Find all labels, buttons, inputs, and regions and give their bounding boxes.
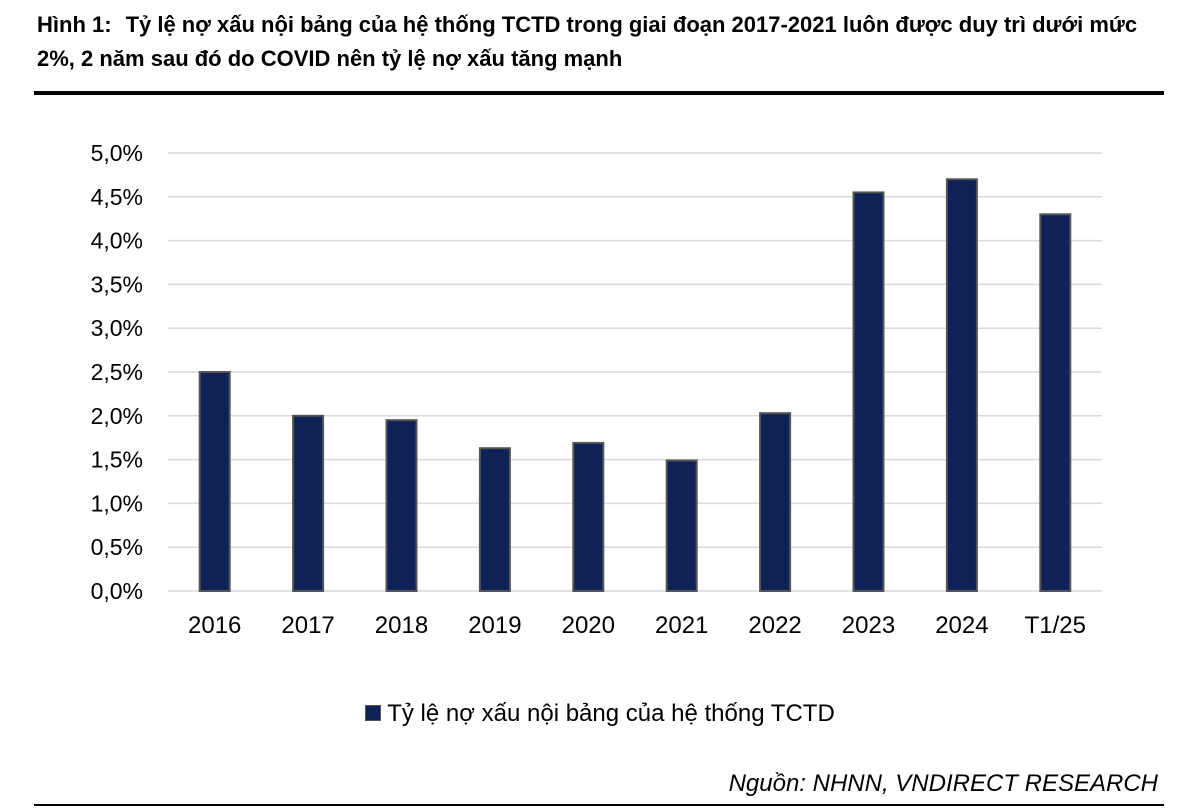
bar bbox=[945, 178, 978, 592]
bar bbox=[292, 414, 325, 592]
bottom-rule bbox=[34, 804, 1164, 806]
bar bbox=[1039, 213, 1072, 592]
y-tick-label: 1,5% bbox=[91, 447, 143, 473]
x-tick-label: T1/25 bbox=[1025, 612, 1086, 639]
bar bbox=[852, 191, 885, 592]
y-tick-label: 4,5% bbox=[91, 184, 143, 210]
y-tick-label: 0,0% bbox=[91, 578, 143, 604]
figure-title: Hình 1: Tỷ lệ nợ xấu nội bảng của hệ thốn… bbox=[37, 8, 1167, 76]
figure-label: Hình 1: bbox=[37, 12, 112, 37]
legend-label: Tỷ lệ nợ xấu nội bảng của hệ thống TCTD bbox=[387, 700, 835, 727]
bar bbox=[478, 447, 511, 592]
x-tick-label: 2020 bbox=[562, 612, 615, 639]
y-tick-label: 1,0% bbox=[91, 490, 143, 516]
bar bbox=[385, 419, 418, 592]
bar bbox=[665, 459, 698, 593]
x-tick-label: 2018 bbox=[375, 612, 428, 639]
figure-title-text: Tỷ lệ nợ xấu nội bảng của hệ thống TCTD … bbox=[37, 12, 1138, 71]
y-tick-label: 2,0% bbox=[91, 403, 143, 429]
y-tick-label: 3,0% bbox=[91, 315, 143, 341]
x-tick-label: 2016 bbox=[188, 612, 241, 639]
y-tick-label: 0,5% bbox=[91, 534, 143, 560]
legend: Tỷ lệ nợ xấu nội bảng của hệ thống TCTD bbox=[0, 700, 1200, 728]
bar bbox=[572, 441, 605, 592]
y-tick-label: 2,5% bbox=[91, 359, 143, 385]
bar-chart: 0,0% 0,5% 1,0% 1,5% 2,0% 2,5% 3,0% 3,5% 4,0% 4,5%… bbox=[91, 140, 1102, 639]
x-tick-label: 2022 bbox=[748, 612, 801, 639]
x-tick-label: 2019 bbox=[468, 612, 521, 639]
x-tick-label: 2024 bbox=[935, 612, 988, 639]
top-rule bbox=[34, 91, 1164, 95]
x-tick-label: 2021 bbox=[655, 612, 708, 639]
x-tick-label: 2023 bbox=[842, 612, 895, 639]
source-note: Nguồn: NHNN, VNDIRECT RESEARCH bbox=[728, 770, 1158, 797]
y-tick-label: 5,0% bbox=[91, 140, 143, 166]
bar bbox=[198, 371, 231, 592]
legend-swatch bbox=[365, 705, 382, 721]
y-tick-label: 3,5% bbox=[91, 271, 143, 297]
y-tick-label: 4,0% bbox=[91, 228, 143, 254]
bar bbox=[759, 412, 792, 592]
x-tick-label: 2017 bbox=[281, 612, 334, 639]
